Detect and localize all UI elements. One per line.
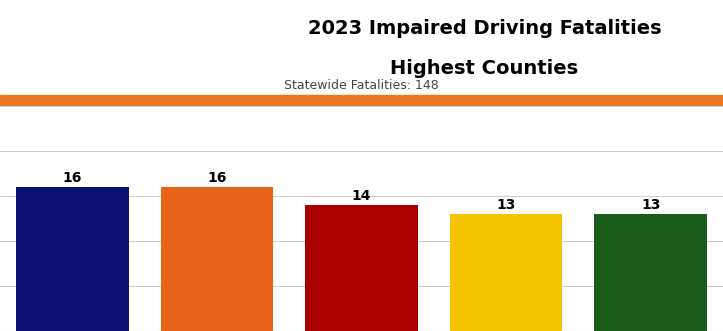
Bar <box>0 95 723 106</box>
Text: 13: 13 <box>497 198 515 212</box>
Bar <box>450 214 562 331</box>
Text: 2023 Impaired Driving Fatalities: 2023 Impaired Driving Fatalities <box>307 19 662 38</box>
Bar <box>594 214 707 331</box>
Text: 13: 13 <box>641 198 660 212</box>
Text: Highest Counties: Highest Counties <box>390 59 578 78</box>
Bar <box>16 187 129 331</box>
Text: 16: 16 <box>63 171 82 185</box>
Text: 14: 14 <box>352 189 371 203</box>
Bar <box>161 187 273 331</box>
Text: Statewide Fatalities: 148: Statewide Fatalities: 148 <box>284 79 439 92</box>
Text: 16: 16 <box>208 171 226 185</box>
Bar <box>305 205 418 331</box>
